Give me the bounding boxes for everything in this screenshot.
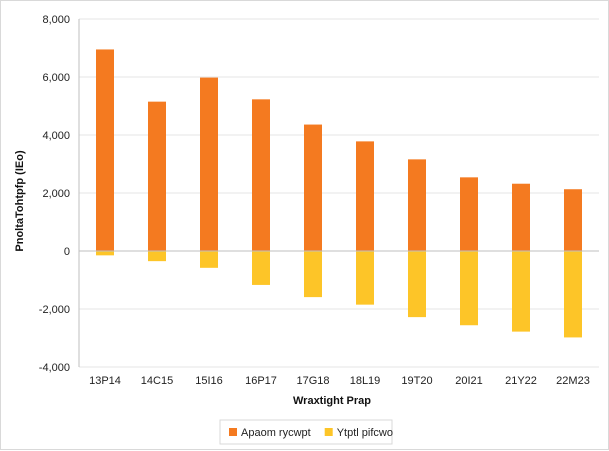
bar-series-2[interactable]: [304, 251, 322, 298]
bar-series-2[interactable]: [356, 251, 374, 305]
x-tick-label: 18L19: [350, 375, 381, 387]
bar-series-1[interactable]: [460, 177, 478, 251]
x-tick-label: 17G18: [296, 375, 329, 387]
x-axis-title: Wraxtight Prap: [293, 395, 371, 407]
bar-series-1[interactable]: [96, 49, 114, 252]
x-tick-label: 19T20: [401, 375, 432, 387]
x-tick-label: 22M23: [556, 375, 590, 387]
bar-series-1[interactable]: [252, 99, 270, 251]
legend-swatch: [229, 428, 237, 436]
x-tick-label: 20I21: [455, 375, 483, 387]
y-tick-label: 6,000: [42, 72, 70, 84]
x-tick-label: 13P14: [89, 375, 121, 387]
legend-swatch: [324, 428, 333, 436]
bar-series-2[interactable]: [200, 251, 218, 268]
x-tick-label: 16P17: [245, 375, 277, 387]
y-tick-label: 8,000: [42, 14, 70, 26]
bar-series-2[interactable]: [564, 251, 582, 338]
bar-series-2[interactable]: [148, 251, 166, 262]
y-tick-label: -2,000: [39, 304, 70, 316]
y-tick-label: 2,000: [42, 188, 70, 200]
legend-box: [219, 419, 393, 445]
bar-series-2[interactable]: [512, 251, 530, 332]
bar-series-1[interactable]: [148, 101, 166, 252]
legend-label: Apaom rycwpt: [241, 427, 311, 439]
bar-series-2[interactable]: [408, 251, 426, 318]
bar-series-1[interactable]: [564, 189, 582, 251]
bar-series-1[interactable]: [512, 183, 530, 251]
bar-series-1[interactable]: [200, 77, 218, 251]
bar-series-2[interactable]: [252, 251, 270, 285]
bar-series-1[interactable]: [408, 159, 426, 251]
bar-series-1[interactable]: [304, 124, 322, 251]
x-tick-label: 14C15: [141, 375, 173, 387]
y-tick-label: 0: [64, 246, 70, 258]
y-tick-label: -4,000: [39, 362, 70, 374]
x-tick-label: 15I16: [195, 375, 223, 387]
y-tick-label: 4,000: [42, 130, 70, 142]
bar-series-2[interactable]: [460, 251, 478, 326]
bar-series-1[interactable]: [356, 141, 374, 251]
x-tick-label: 21Y22: [505, 375, 537, 387]
legend-label: Ytptl pifcwo: [337, 427, 393, 439]
bar-series-2[interactable]: [96, 251, 114, 256]
y-axis-title: PnoltaTohtpfp (IEo): [14, 150, 26, 252]
